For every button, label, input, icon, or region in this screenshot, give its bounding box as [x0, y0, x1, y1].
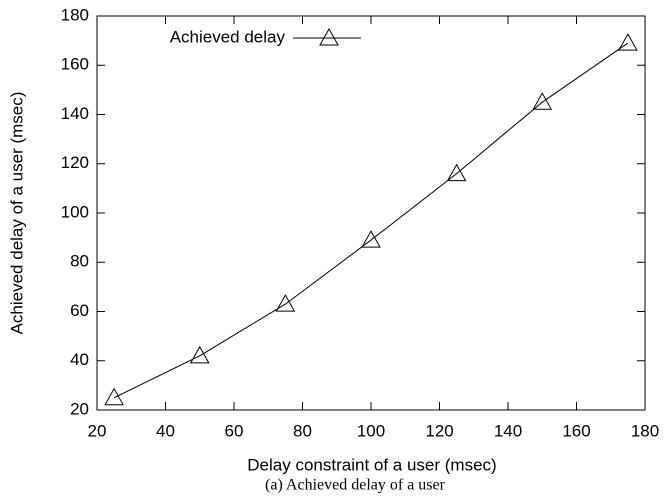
y-tick-label: 140: [61, 104, 89, 123]
caption: (a) Achieved delay of a user: [265, 477, 446, 494]
x-tick-label: 40: [156, 421, 175, 440]
x-tick-label: 180: [631, 421, 659, 440]
y-tick-label: 160: [61, 55, 89, 74]
y-tick-label: 180: [61, 5, 89, 24]
x-tick-label: 140: [494, 421, 522, 440]
y-tick-label: 120: [61, 153, 89, 172]
point-marker: [189, 345, 210, 364]
point-marker: [361, 230, 381, 248]
x-tick-label: 20: [88, 421, 107, 440]
x-tick-label: 120: [425, 421, 453, 440]
point-marker: [446, 163, 467, 182]
legend-marker: [319, 27, 339, 46]
point-marker: [104, 387, 124, 406]
x-tick-label: 60: [225, 421, 244, 440]
point-marker: [618, 33, 638, 51]
point-marker: [532, 92, 553, 110]
x-tick-label: 80: [293, 421, 312, 440]
y-tick-label: 80: [70, 252, 89, 271]
series-line: [113, 42, 629, 399]
legend-label: Achieved delay: [170, 27, 286, 46]
y-tick-label: 100: [61, 202, 89, 221]
x-axis-label: Delay constraint of a user (msec): [247, 455, 496, 474]
y-tick-label: 40: [70, 350, 89, 369]
point-marker: [275, 294, 296, 312]
x-tick-label: 160: [562, 421, 590, 440]
y-axis-label: Achieved delay of a user (msec): [7, 92, 26, 335]
y-tick-label: 20: [70, 399, 89, 418]
plot-frame: [96, 15, 646, 411]
x-tick-label: 100: [357, 421, 385, 440]
y-tick-label: 60: [70, 301, 89, 320]
